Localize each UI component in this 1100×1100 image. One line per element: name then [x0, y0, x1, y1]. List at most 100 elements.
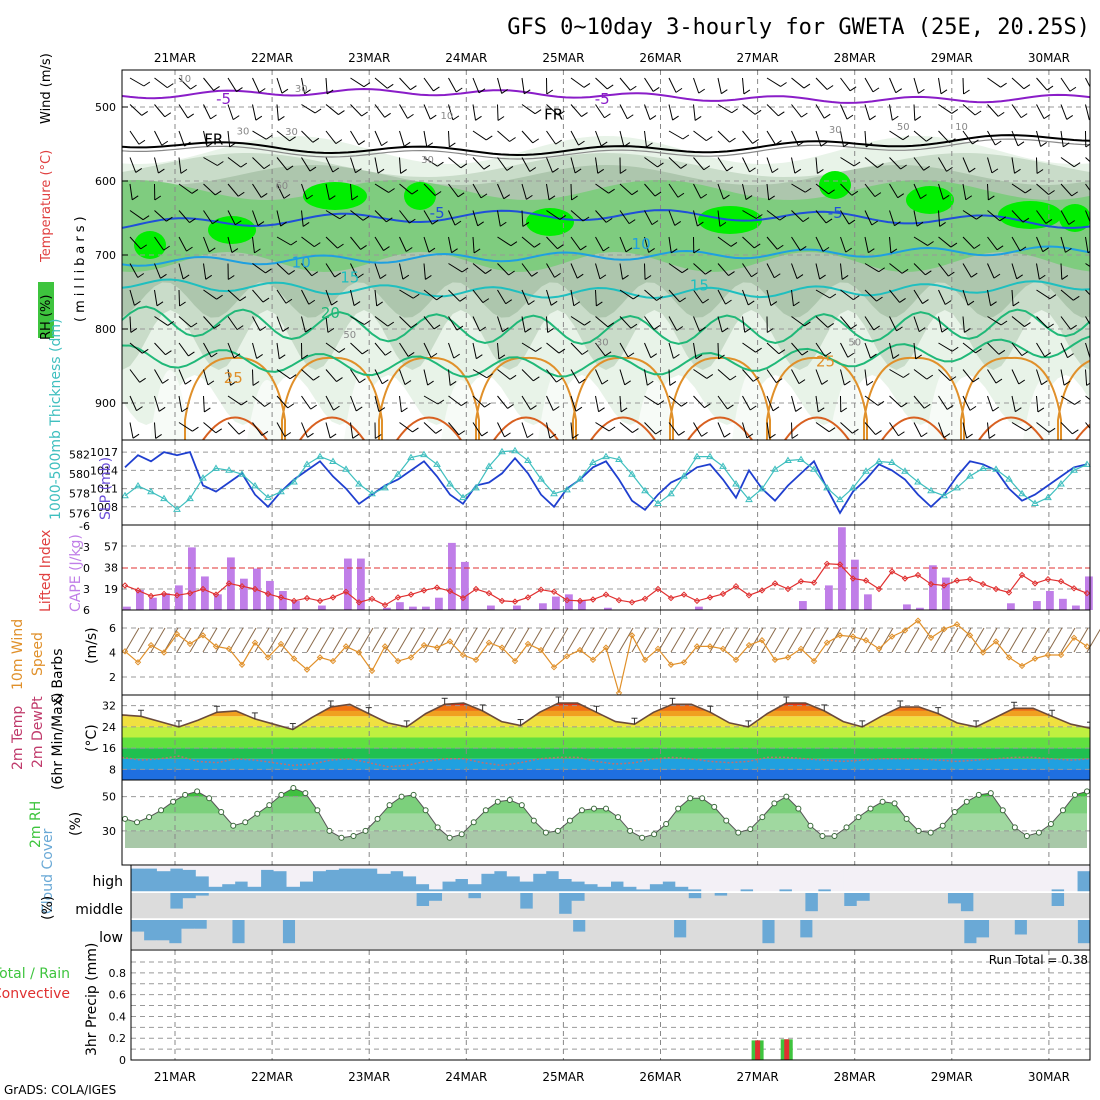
wind-barb-flag [190, 322, 198, 328]
rh2m-point [1023, 833, 1030, 839]
wind-barb-flag [1048, 427, 1056, 433]
rh2m-point [639, 834, 646, 841]
wind-barb [864, 263, 879, 273]
cloud-cell-high [506, 866, 521, 877]
wind-barb-flag [681, 268, 689, 274]
temp-band [122, 737, 1090, 749]
wind-barb [570, 183, 573, 201]
wind-barb-flag [480, 193, 488, 199]
thickness-series-point [277, 487, 285, 495]
thickness-series-point [719, 462, 727, 469]
cloud-cell-low [774, 920, 788, 949]
wind-barb-flag [187, 113, 194, 119]
lifted-index-point [1044, 575, 1052, 583]
isotherm-30 [1075, 423, 1090, 440]
cloud-cell-middle [1012, 893, 1026, 919]
wind-barb [497, 77, 503, 94]
date-label-bottom: 21MAR [154, 1070, 196, 1084]
wind-barb [448, 157, 462, 169]
cloud-cell-high [675, 866, 689, 887]
lifted-index-point [329, 594, 337, 601]
wind-barb [129, 422, 134, 439]
wind-barb [619, 342, 629, 358]
wind10-barb [527, 627, 543, 653]
cloud-cell-low [623, 920, 637, 949]
wind-barb-flag [334, 272, 341, 278]
lifted-index-point [264, 590, 272, 598]
rh2m-point [230, 822, 237, 829]
thickness-series-point [836, 495, 844, 503]
wind-barb-flag [918, 327, 926, 333]
wind-barb [546, 422, 551, 439]
wind-barb-flag [606, 84, 614, 90]
wind10-barb [137, 627, 153, 653]
wind-barb [913, 263, 926, 276]
wind-barb [570, 342, 583, 355]
wind-barb [987, 342, 1000, 355]
thickness-series-point [238, 470, 246, 477]
wind-barb [178, 104, 189, 119]
thickness-series-point [134, 481, 142, 489]
cloud-cell-high [182, 866, 197, 870]
wind-barb-flag [728, 271, 735, 276]
wind-barb [301, 130, 314, 143]
rh2m-point [891, 800, 898, 807]
wind-barb-flag [386, 217, 393, 223]
cloud-cell-high [791, 866, 806, 892]
lifted-index-point [927, 580, 935, 588]
wind-barb [472, 157, 485, 170]
lifted-index-point [979, 580, 987, 588]
thickness-series-point [511, 446, 519, 454]
wind-barb-flag [768, 195, 775, 201]
wind-barb [938, 342, 953, 352]
wind-barb [497, 369, 511, 380]
date-label-top: 24MAR [445, 51, 487, 65]
wind10-point [147, 641, 155, 649]
wind10-point [498, 644, 506, 651]
wind-barb [399, 316, 412, 328]
lifted-index-point [1083, 589, 1091, 597]
cloud-cell-low [1001, 920, 1015, 949]
wind-barb-flag [505, 299, 513, 305]
wind-barb-flag [1041, 380, 1048, 386]
lifted-index-point [121, 582, 129, 589]
wind10-barb [592, 627, 608, 653]
wind-barb [889, 316, 897, 332]
wind-barb-flag [1019, 246, 1027, 252]
wind-barb-flag [522, 222, 530, 227]
wind-barb-flag [231, 248, 239, 253]
cloud-label: Cloud Cover [40, 828, 56, 914]
rh2m-point [831, 833, 838, 839]
rh2m-point [819, 833, 826, 839]
wind-barb-flag [646, 142, 653, 148]
wind-barb [325, 210, 340, 220]
wind10-point [628, 632, 636, 639]
cloud-cell-low [257, 920, 271, 949]
wind-barb [889, 342, 894, 359]
wind10-barb [1034, 627, 1050, 653]
wind-barb-flag [900, 402, 908, 408]
wind-barb [203, 236, 210, 253]
wind-barb-flag [1018, 379, 1026, 385]
wind10-point [420, 641, 428, 649]
isotherm-5 [122, 209, 1090, 229]
wind-barb-flag [403, 141, 411, 147]
wind10-point [264, 654, 272, 661]
wind-barb [350, 342, 363, 355]
lifted-index-point [1057, 578, 1065, 585]
wind-barb [962, 369, 974, 383]
cloud-cell-middle [610, 893, 624, 919]
wind-barb [619, 369, 626, 385]
wind-barb [570, 263, 578, 279]
wind-barb-flag [632, 428, 639, 433]
date-label-top: 27MAR [737, 51, 779, 65]
wind-barb [938, 104, 953, 114]
wind-barb [913, 342, 917, 359]
wind-barb [227, 395, 242, 406]
wind-barb-flag [767, 328, 774, 333]
wind-barb-flag [207, 380, 215, 386]
wind-barb [276, 422, 286, 437]
wind-barb [766, 157, 773, 173]
